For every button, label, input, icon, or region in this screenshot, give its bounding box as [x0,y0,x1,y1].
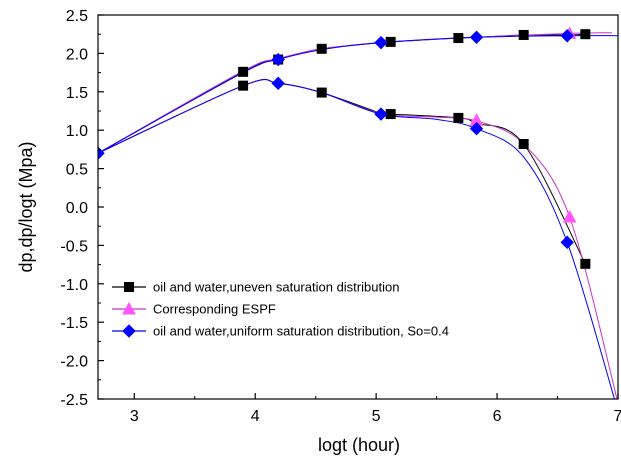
data-point-square [453,33,464,44]
y-tick-label: 1.5 [66,85,88,102]
y-tick-label: -2.5 [60,392,88,409]
legend: oil and water,uneven saturation distribu… [112,280,449,339]
data-point-diamond [560,29,574,43]
y-tick-label: -0.5 [60,238,88,255]
data-point-square [580,258,591,269]
x-tick-label: 5 [372,408,381,425]
x-tick-label: 4 [251,408,260,425]
data-point-diamond [98,146,105,160]
y-tick-label: 2.0 [66,46,88,63]
data-point-square [580,29,591,40]
x-axis: 3 4 5 6 7 [130,393,621,425]
series-line [98,32,613,154]
data-point-diamond [469,30,484,44]
legend-label: oil and water,uniform saturation distrib… [153,324,449,339]
series-line [98,79,586,265]
data-point-diamond [271,76,285,91]
series-line [98,33,586,154]
series-line [98,79,615,399]
series-line [98,35,618,154]
data-point-square [518,29,529,40]
series-markers [98,26,591,269]
legend-marker-triangle [122,301,136,315]
data-point-square [316,87,327,98]
x-tick-label: 3 [130,408,139,425]
y-axis-title: dp,dp/logt (Mpa) [16,141,36,272]
series-curves [98,32,618,399]
x-tick-label: 6 [493,408,502,425]
data-point-diamond [374,35,388,50]
y-tick-label: 1.0 [66,123,88,140]
data-point-square [385,36,396,47]
x-tick-label: 7 [614,408,621,425]
y-tick-label: 0.5 [66,162,88,179]
legend-label: oil and water,uneven saturation distribu… [153,280,399,295]
data-point-triangle [562,209,577,223]
x-axis-title: logt (hour) [318,435,400,455]
plot-frame [97,14,619,400]
series-line [98,79,618,399]
y-tick-label: -2.0 [60,354,88,371]
data-point-diamond [560,235,574,250]
y-tick-label: -1.0 [60,277,88,294]
data-point-diamond [271,52,285,67]
legend-marker-diamond [122,324,136,338]
data-point-square [316,43,327,54]
y-tick-label: 2.5 [66,8,88,25]
data-point-square [238,66,249,77]
data-point-square [518,139,529,150]
y-axis: -2.5 -2.0 -1.5 -1.0 -0.5 0.0 0.5 1.0 1.5 2.0 2.5 [60,8,104,409]
legend-label: Corresponding ESPF [153,302,276,317]
data-point-square [453,112,464,123]
legend-marker-square [124,282,134,292]
data-point-diamond [469,121,484,136]
data-point-diamond [374,107,388,121]
y-tick-label: 0.0 [66,200,88,217]
y-tick-label: -1.5 [60,315,88,332]
data-point-square [238,80,249,91]
